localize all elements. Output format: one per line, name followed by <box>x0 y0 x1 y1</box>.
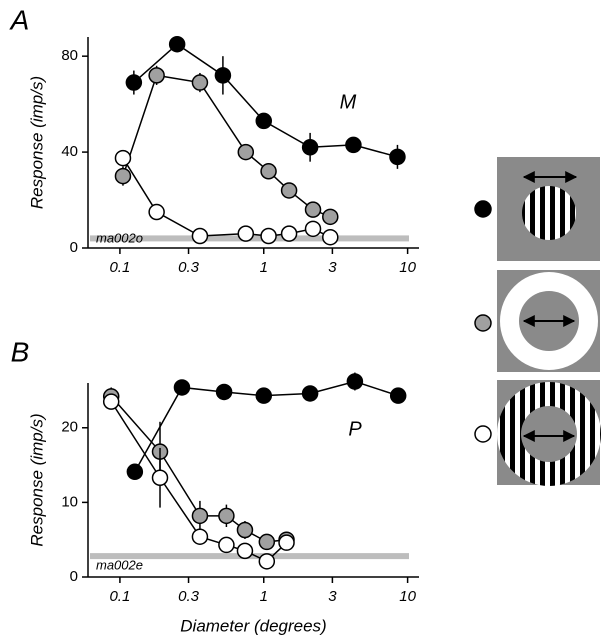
x-axis-title: Diameter (degrees) <box>180 616 326 635</box>
data-point <box>102 393 120 410</box>
x-tick-label: 1 <box>260 588 268 605</box>
data-point <box>215 383 233 401</box>
data-point <box>258 533 276 551</box>
data-point <box>304 201 322 218</box>
x-tick-label: 3 <box>328 588 337 605</box>
data-point <box>278 534 295 551</box>
data-point <box>236 521 254 539</box>
grating-patch <box>522 186 576 240</box>
x-tick-label: 0.1 <box>109 588 130 605</box>
data-point <box>191 227 209 245</box>
data-point <box>191 507 209 525</box>
data-point <box>346 373 364 390</box>
data-point <box>125 74 143 91</box>
baseline-label: ma002e <box>96 557 143 572</box>
x-tick-label: 1 <box>260 259 268 276</box>
data-point <box>148 67 165 84</box>
data-point <box>114 149 132 167</box>
baseline-label: ma002o <box>96 230 143 245</box>
y-tick-label: 20 <box>61 419 78 436</box>
y-axis-title: Response (imp/s) <box>27 76 46 209</box>
data-point <box>114 167 132 185</box>
data-point <box>260 227 277 245</box>
panel-annotation: P <box>348 418 362 440</box>
data-point <box>322 228 339 246</box>
panel-annotation: M <box>340 91 357 113</box>
x-tick-label: 10 <box>399 588 416 605</box>
x-tick-label: 10 <box>399 259 416 276</box>
data-point <box>214 67 232 84</box>
x-tick-label: 0.3 <box>178 588 200 605</box>
legend-marker <box>474 314 492 332</box>
data-point <box>191 74 209 91</box>
data-point <box>258 553 276 570</box>
data-point <box>255 387 273 404</box>
data-point <box>237 143 255 161</box>
data-point <box>236 542 254 560</box>
series-line <box>122 74 331 218</box>
data-point <box>218 536 235 554</box>
data-point <box>280 182 298 199</box>
legend-marker <box>474 425 492 443</box>
y-tick-label: 40 <box>61 143 78 160</box>
data-point <box>148 203 165 221</box>
x-tick-label: 0.1 <box>109 259 130 276</box>
data-point <box>151 469 169 487</box>
data-point <box>191 528 209 545</box>
y-tick-label: 0 <box>70 239 78 256</box>
data-point <box>168 35 186 53</box>
x-tick-label: 3 <box>328 259 337 276</box>
data-point <box>389 387 407 404</box>
panel-label: B <box>11 336 30 367</box>
data-point <box>322 208 339 226</box>
data-point <box>345 136 362 154</box>
data-point <box>126 463 144 481</box>
y-tick-label: 80 <box>61 47 78 64</box>
y-tick-label: 0 <box>70 568 78 585</box>
x-tick-label: 0.3 <box>178 259 200 276</box>
data-point <box>280 225 298 242</box>
data-point <box>301 385 319 402</box>
data-point <box>218 507 235 525</box>
y-axis-title: Response (imp/s) <box>27 413 46 546</box>
data-point <box>389 148 406 166</box>
data-point <box>304 220 322 238</box>
legend-marker <box>474 200 492 218</box>
panel-label: A <box>9 4 30 35</box>
y-tick-label: 10 <box>61 493 78 510</box>
stimulus-icons <box>474 157 601 486</box>
data-point <box>301 139 319 156</box>
data-point <box>173 379 191 396</box>
surround-hole <box>521 406 577 462</box>
data-point <box>237 225 255 242</box>
data-point <box>260 163 277 180</box>
data-point <box>255 112 273 130</box>
